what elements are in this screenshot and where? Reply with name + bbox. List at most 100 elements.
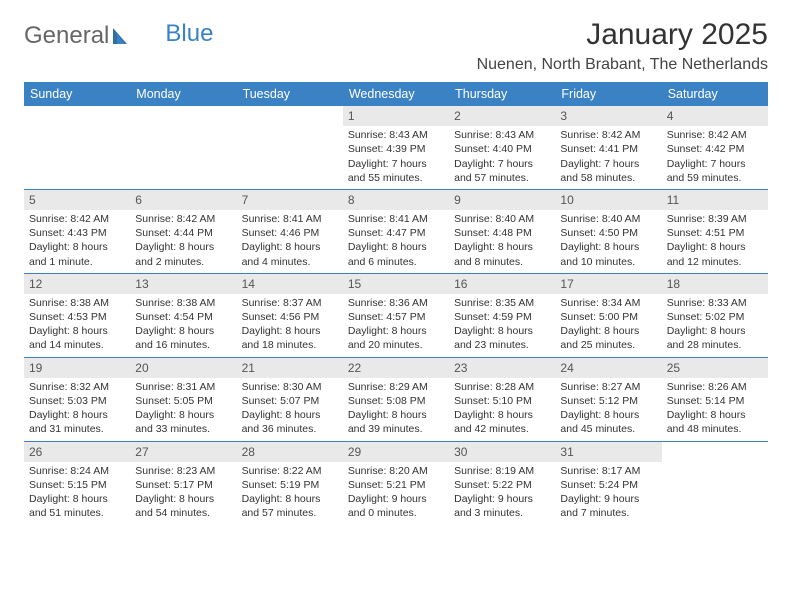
- day-body: Sunrise: 8:33 AMSunset: 5:02 PMDaylight:…: [662, 296, 768, 357]
- daylight-line2: and 28 minutes.: [667, 338, 763, 352]
- sunrise-text: Sunrise: 8:28 AM: [454, 380, 550, 394]
- daylight-line1: Daylight: 8 hours: [242, 324, 338, 338]
- day-cell: 25Sunrise: 8:26 AMSunset: 5:14 PMDayligh…: [662, 358, 768, 441]
- day-cell: 18Sunrise: 8:33 AMSunset: 5:02 PMDayligh…: [662, 274, 768, 357]
- title-block: January 2025 Nuenen, North Brabant, The …: [477, 18, 768, 74]
- day-body: Sunrise: 8:31 AMSunset: 5:05 PMDaylight:…: [130, 380, 236, 441]
- sunrise-text: Sunrise: 8:40 AM: [560, 212, 656, 226]
- sunset-text: Sunset: 4:47 PM: [348, 226, 444, 240]
- sunrise-text: Sunrise: 8:26 AM: [667, 380, 763, 394]
- sunrise-text: Sunrise: 8:27 AM: [560, 380, 656, 394]
- day-body: Sunrise: 8:42 AMSunset: 4:44 PMDaylight:…: [130, 212, 236, 273]
- sunset-text: Sunset: 5:10 PM: [454, 394, 550, 408]
- day-body: Sunrise: 8:38 AMSunset: 4:53 PMDaylight:…: [24, 296, 130, 357]
- sunrise-text: Sunrise: 8:42 AM: [135, 212, 231, 226]
- daylight-line2: and 16 minutes.: [135, 338, 231, 352]
- day-cell: 21Sunrise: 8:30 AMSunset: 5:07 PMDayligh…: [237, 358, 343, 441]
- day-body: Sunrise: 8:37 AMSunset: 4:56 PMDaylight:…: [237, 296, 343, 357]
- daylight-line2: and 4 minutes.: [242, 255, 338, 269]
- sunrise-text: Sunrise: 8:33 AM: [667, 296, 763, 310]
- day-body: Sunrise: 8:41 AMSunset: 4:47 PMDaylight:…: [343, 212, 449, 273]
- day-cell: 3Sunrise: 8:42 AMSunset: 4:41 PMDaylight…: [555, 106, 661, 189]
- daylight-line1: Daylight: 8 hours: [454, 324, 550, 338]
- day-number: 19: [24, 358, 130, 378]
- day-cell: 23Sunrise: 8:28 AMSunset: 5:10 PMDayligh…: [449, 358, 555, 441]
- daylight-line1: Daylight: 8 hours: [29, 408, 125, 422]
- daylight-line2: and 25 minutes.: [560, 338, 656, 352]
- day-number: 15: [343, 274, 449, 294]
- daylight-line1: Daylight: 8 hours: [667, 408, 763, 422]
- daylight-line1: Daylight: 8 hours: [135, 408, 231, 422]
- daylight-line1: Daylight: 8 hours: [560, 240, 656, 254]
- sunset-text: Sunset: 5:24 PM: [560, 478, 656, 492]
- day-cell: 2Sunrise: 8:43 AMSunset: 4:40 PMDaylight…: [449, 106, 555, 189]
- sunrise-text: Sunrise: 8:41 AM: [242, 212, 338, 226]
- daylight-line2: and 2 minutes.: [135, 255, 231, 269]
- day-cell: 20Sunrise: 8:31 AMSunset: 5:05 PMDayligh…: [130, 358, 236, 441]
- day-number: 13: [130, 274, 236, 294]
- day-body: Sunrise: 8:39 AMSunset: 4:51 PMDaylight:…: [662, 212, 768, 273]
- daylight-line2: and 55 minutes.: [348, 171, 444, 185]
- day-header-cell: Saturday: [662, 82, 768, 106]
- day-number: 24: [555, 358, 661, 378]
- sunrise-text: Sunrise: 8:41 AM: [348, 212, 444, 226]
- daylight-line1: Daylight: 8 hours: [454, 240, 550, 254]
- daylight-line1: Daylight: 8 hours: [135, 324, 231, 338]
- daylight-line1: Daylight: 8 hours: [29, 324, 125, 338]
- day-cell: 10Sunrise: 8:40 AMSunset: 4:50 PMDayligh…: [555, 190, 661, 273]
- sunset-text: Sunset: 5:21 PM: [348, 478, 444, 492]
- daylight-line2: and 6 minutes.: [348, 255, 444, 269]
- daylight-line2: and 23 minutes.: [454, 338, 550, 352]
- day-body: Sunrise: 8:28 AMSunset: 5:10 PMDaylight:…: [449, 380, 555, 441]
- month-title: January 2025: [477, 18, 768, 52]
- daylight-line1: Daylight: 8 hours: [560, 408, 656, 422]
- day-cell: 14Sunrise: 8:37 AMSunset: 4:56 PMDayligh…: [237, 274, 343, 357]
- daylight-line2: and 57 minutes.: [454, 171, 550, 185]
- day-body: Sunrise: 8:26 AMSunset: 5:14 PMDaylight:…: [662, 380, 768, 441]
- day-header-cell: Monday: [130, 82, 236, 106]
- day-number: 16: [449, 274, 555, 294]
- sunset-text: Sunset: 5:03 PM: [29, 394, 125, 408]
- day-number: 29: [343, 442, 449, 462]
- daylight-line2: and 57 minutes.: [242, 506, 338, 520]
- logo-sail-icon: [111, 26, 133, 46]
- day-cell: 15Sunrise: 8:36 AMSunset: 4:57 PMDayligh…: [343, 274, 449, 357]
- day-number: 9: [449, 190, 555, 210]
- daylight-line2: and 51 minutes.: [29, 506, 125, 520]
- sunset-text: Sunset: 4:42 PM: [667, 142, 763, 156]
- day-header-cell: Friday: [555, 82, 661, 106]
- sunset-text: Sunset: 4:44 PM: [135, 226, 231, 240]
- day-cell: 29Sunrise: 8:20 AMSunset: 5:21 PMDayligh…: [343, 442, 449, 525]
- sunrise-text: Sunrise: 8:43 AM: [454, 128, 550, 142]
- sunrise-text: Sunrise: 8:31 AM: [135, 380, 231, 394]
- sunrise-text: Sunrise: 8:36 AM: [348, 296, 444, 310]
- sunset-text: Sunset: 5:22 PM: [454, 478, 550, 492]
- day-number: 17: [555, 274, 661, 294]
- daylight-line1: Daylight: 9 hours: [560, 492, 656, 506]
- header: General Blue January 2025 Nuenen, North …: [24, 18, 768, 74]
- week-row: 26Sunrise: 8:24 AMSunset: 5:15 PMDayligh…: [24, 442, 768, 525]
- calendar: SundayMondayTuesdayWednesdayThursdayFrid…: [24, 82, 768, 524]
- day-body: Sunrise: 8:41 AMSunset: 4:46 PMDaylight:…: [237, 212, 343, 273]
- sunset-text: Sunset: 4:51 PM: [667, 226, 763, 240]
- day-header-row: SundayMondayTuesdayWednesdayThursdayFrid…: [24, 82, 768, 106]
- day-body: Sunrise: 8:36 AMSunset: 4:57 PMDaylight:…: [343, 296, 449, 357]
- sunset-text: Sunset: 4:53 PM: [29, 310, 125, 324]
- daylight-line1: Daylight: 8 hours: [348, 324, 444, 338]
- location: Nuenen, North Brabant, The Netherlands: [477, 56, 768, 74]
- logo-text-general: General: [24, 22, 109, 50]
- day-number: 27: [130, 442, 236, 462]
- day-cell: 12Sunrise: 8:38 AMSunset: 4:53 PMDayligh…: [24, 274, 130, 357]
- day-cell: 28Sunrise: 8:22 AMSunset: 5:19 PMDayligh…: [237, 442, 343, 525]
- sunset-text: Sunset: 4:56 PM: [242, 310, 338, 324]
- day-cell: 19Sunrise: 8:32 AMSunset: 5:03 PMDayligh…: [24, 358, 130, 441]
- day-body: Sunrise: 8:20 AMSunset: 5:21 PMDaylight:…: [343, 464, 449, 525]
- sunset-text: Sunset: 4:48 PM: [454, 226, 550, 240]
- day-number: 6: [130, 190, 236, 210]
- day-cell: 27Sunrise: 8:23 AMSunset: 5:17 PMDayligh…: [130, 442, 236, 525]
- week-row: 12Sunrise: 8:38 AMSunset: 4:53 PMDayligh…: [24, 274, 768, 358]
- daylight-line2: and 20 minutes.: [348, 338, 444, 352]
- daylight-line2: and 45 minutes.: [560, 422, 656, 436]
- sunrise-text: Sunrise: 8:19 AM: [454, 464, 550, 478]
- day-header-cell: Thursday: [449, 82, 555, 106]
